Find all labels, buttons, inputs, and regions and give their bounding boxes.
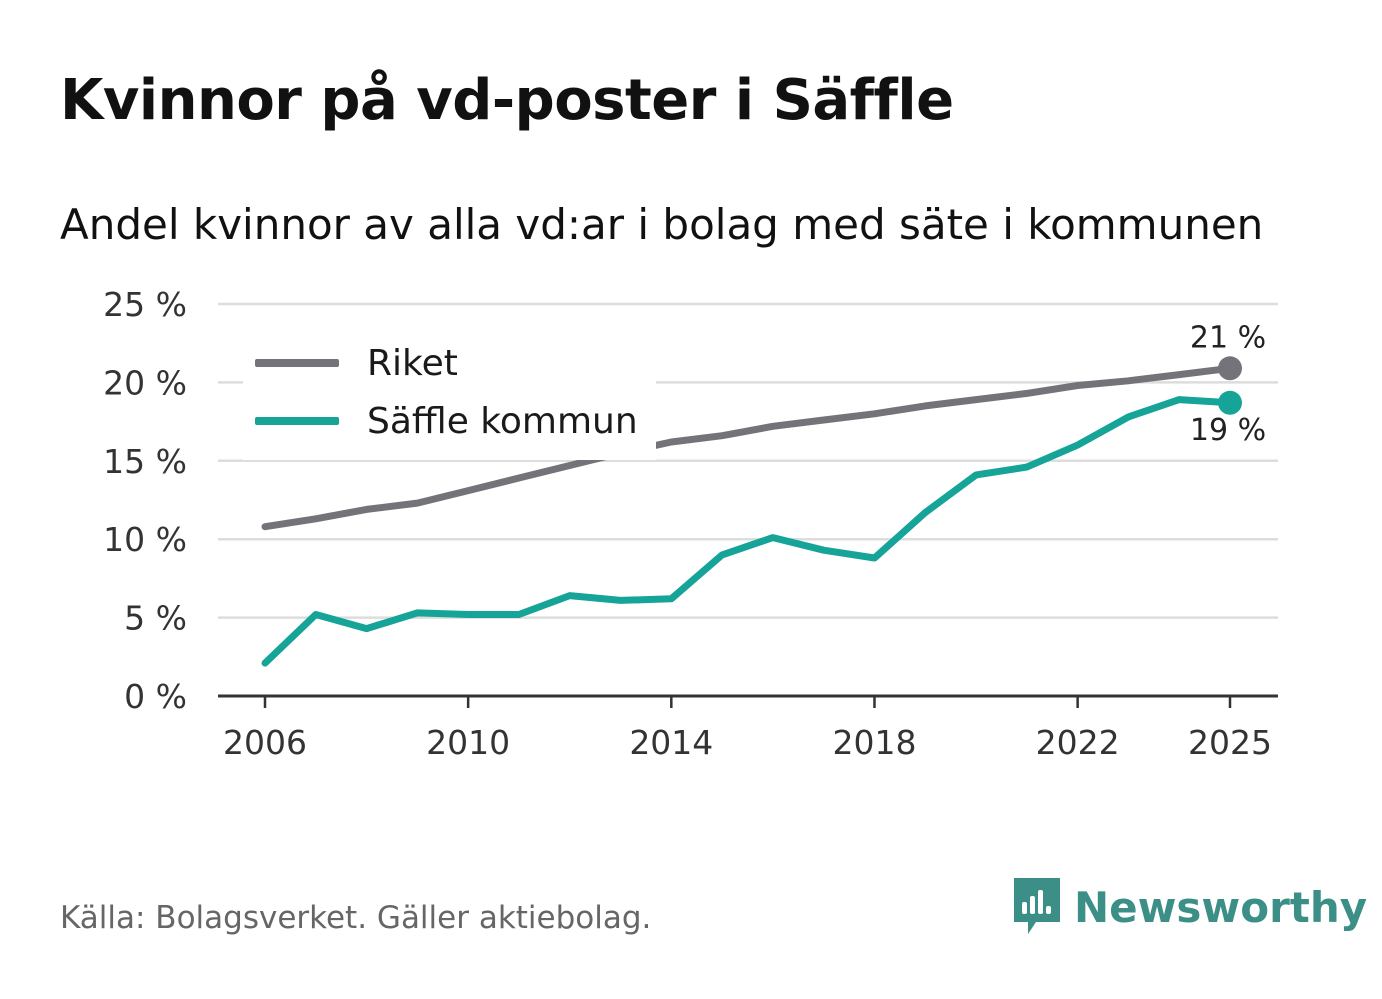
end-marker-riket[interactable]	[1218, 356, 1242, 381]
legend-item-saffle[interactable]: Säffle kommun	[255, 392, 638, 450]
y-tick-label: 15 %	[103, 442, 187, 481]
x-tick-label: 2014	[629, 723, 713, 762]
end-label-riket: 21 %	[1190, 320, 1266, 355]
y-tick-label: 10 %	[103, 520, 187, 559]
series-lines	[261, 356, 1242, 667]
chart-subtitle: Andel kvinnor av alla vd:ar i bolag med …	[60, 200, 1264, 249]
x-tick-label: 2018	[832, 723, 916, 762]
end-labels: 21 % 19 %	[1190, 320, 1266, 447]
end-marker-saffle[interactable]	[1218, 390, 1242, 415]
y-tick-label: 5 %	[124, 599, 187, 638]
y-axis-ticks: 0 % 5 % 10 % 15 % 20 % 25 %	[103, 285, 187, 716]
x-tick-label: 2022	[1036, 723, 1120, 762]
series-line-saffle[interactable]	[261, 396, 1234, 667]
x-tick-label: 2025	[1188, 723, 1272, 762]
brand-logo[interactable]: Newsworthy	[1010, 876, 1367, 938]
source-note: Källa: Bolagsverket. Gäller aktiebolag.	[60, 900, 652, 936]
y-tick-label: 20 %	[103, 363, 187, 402]
chart-title: Kvinnor på vd-poster i Säffle	[60, 68, 954, 133]
x-tick-label: 2010	[426, 723, 510, 762]
end-label-saffle: 19 %	[1190, 413, 1266, 448]
y-tick-label: 0 %	[124, 677, 187, 716]
brand-name: Newsworthy	[1074, 882, 1368, 932]
legend: Riket Säffle kommun	[243, 328, 656, 460]
legend-item-riket[interactable]: Riket	[255, 334, 638, 392]
legend-swatch-riket	[255, 359, 339, 367]
x-axis-ticks: 2006 2010 2014 2018 2022 2025	[223, 696, 1272, 762]
legend-swatch-saffle	[255, 417, 339, 425]
series-line-riket[interactable]	[261, 364, 1234, 531]
x-tick-label: 2006	[223, 723, 307, 762]
y-tick-label: 25 %	[103, 285, 187, 324]
legend-label-riket: Riket	[367, 342, 458, 384]
newsworthy-logo-icon	[1014, 878, 1060, 934]
legend-label-saffle: Säffle kommun	[367, 400, 638, 442]
